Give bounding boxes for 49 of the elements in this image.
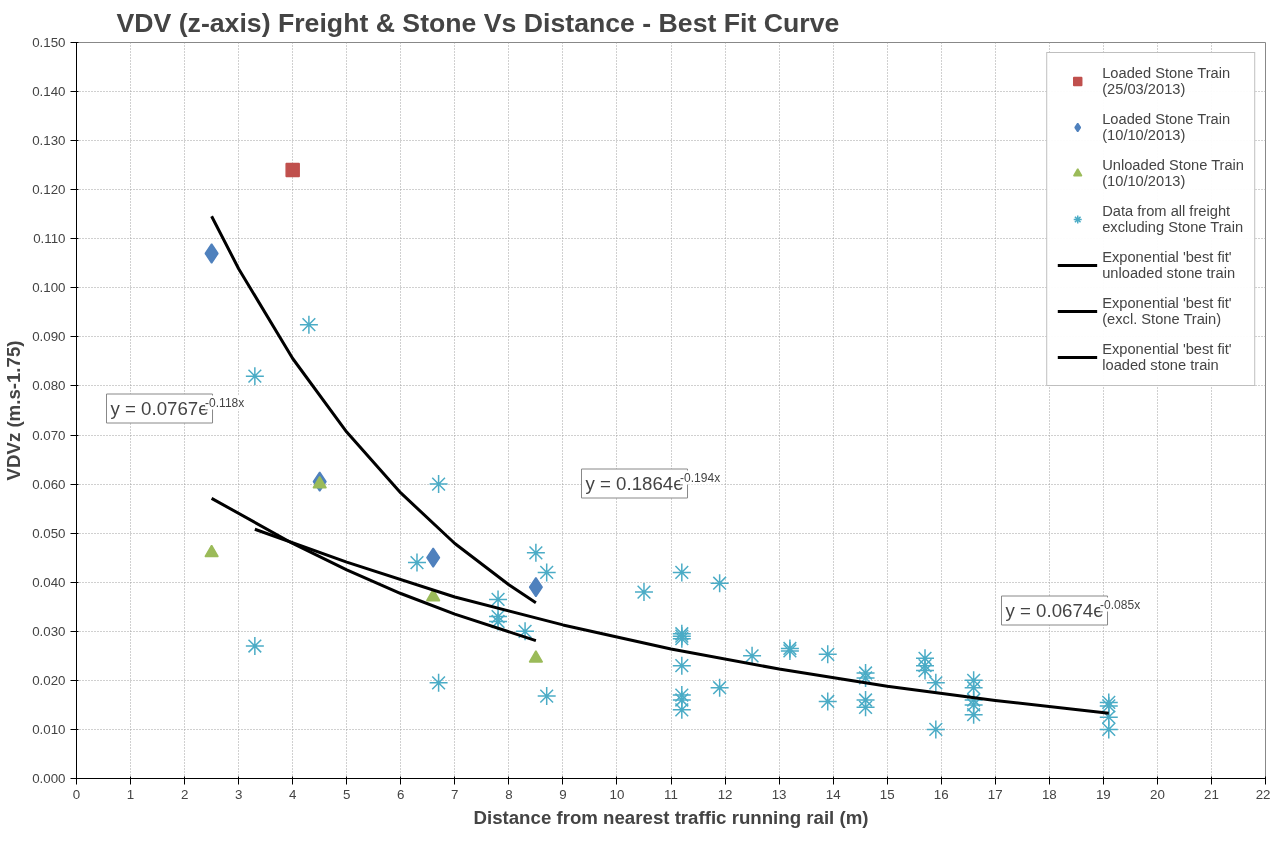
x-tick-label: 21: [1204, 786, 1219, 802]
x-tick-label: 5: [343, 786, 351, 802]
x-tick-label: 19: [1095, 786, 1111, 802]
y-tick-label: 0.110: [33, 231, 66, 247]
y-tick-label: 0.060: [32, 476, 66, 492]
x-axis-title: Distance from nearest traffic running rail (m): [473, 806, 869, 828]
legend-label: Data from all freight excluding Stone Train: [1102, 202, 1244, 237]
y-tick-label: 0.150: [32, 35, 66, 50]
y-tick-label: 0.030: [32, 623, 66, 639]
y-tick-label: 0.050: [32, 525, 66, 541]
x-tick-label: 17: [987, 786, 1003, 802]
x-tick-label: 11: [664, 786, 678, 802]
y-tick-label: 0.120: [32, 182, 66, 198]
x-tick-label: 22: [1255, 786, 1271, 802]
y-tick-label: 0.090: [32, 329, 66, 345]
legend-label: Loaded Stone Train (10/10/2013): [1102, 110, 1231, 145]
chart-title: VDV (z-axis) Freight & Stone Vs Distance - Best Fit Curve: [116, 7, 840, 38]
legend-label: Exponential 'best fit' unloaded stone train: [1102, 248, 1236, 283]
x-tick-label: 16: [933, 786, 949, 802]
y-tick-label: 0.130: [32, 133, 66, 149]
x-tick-label: 7: [451, 786, 459, 802]
y-tick-label: 0.000: [32, 771, 66, 786]
legend-label: Exponential 'best fit' loaded stone train: [1102, 340, 1232, 375]
x-tick-label: 14: [825, 786, 842, 802]
y-tick-label: 0.080: [32, 378, 66, 394]
legend-label: Loaded Stone Train (25/03/2013): [1102, 64, 1231, 99]
x-tick-label: 10: [609, 786, 625, 802]
y-tick-label: 0.100: [32, 280, 66, 296]
y-tick-label: 0.140: [32, 84, 66, 100]
x-tick-label: 18: [1041, 786, 1057, 802]
x-tick-label: 2: [180, 786, 189, 802]
y-tick-label: 0.070: [32, 427, 66, 443]
x-tick-label: 3: [234, 786, 243, 802]
x-tick-label: 20: [1150, 786, 1165, 802]
y-tick-label: 0.010: [32, 721, 66, 737]
x-tick-label: 0: [72, 786, 81, 802]
legend-label: Unloaded Stone Train (10/10/2013): [1102, 156, 1244, 191]
x-tick-label: 6: [397, 786, 405, 802]
x-tick-label: 12: [717, 786, 733, 802]
legend-label: Exponential 'best fit' (excl. Stone Train): [1102, 294, 1232, 329]
x-tick-label: 1: [126, 786, 135, 802]
x-tick-label: 8: [505, 786, 513, 802]
x-tick-label: 9: [559, 786, 567, 802]
y-axis-title: VDVz (m.s-1.75): [3, 340, 25, 481]
x-tick-label: 4: [288, 786, 297, 802]
y-tick-label: 0.040: [32, 574, 66, 590]
y-tick-label: 0.020: [32, 672, 66, 688]
x-tick-label: 15: [879, 786, 895, 802]
x-tick-label: 13: [771, 786, 787, 802]
